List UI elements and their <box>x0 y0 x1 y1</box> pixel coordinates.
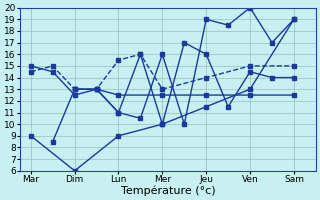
X-axis label: Température (°c): Température (°c) <box>121 185 215 196</box>
